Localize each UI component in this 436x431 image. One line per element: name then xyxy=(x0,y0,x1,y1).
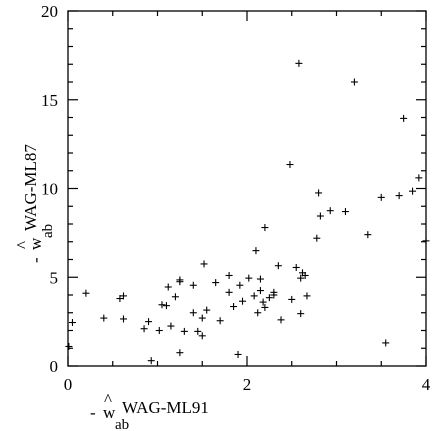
data-point xyxy=(230,303,238,311)
x-axis-label-accent: ^ xyxy=(104,390,112,409)
data-point xyxy=(422,237,430,245)
data-point xyxy=(82,289,90,297)
data-point xyxy=(288,295,296,303)
data-point xyxy=(216,317,224,325)
y-axis-label-prefix: - xyxy=(26,257,45,263)
y-tick-label: 20 xyxy=(41,2,58,21)
data-point xyxy=(200,260,208,268)
x-axis-label: - ^ w WAG-ML91 ab xyxy=(90,390,209,431)
data-point xyxy=(265,294,273,302)
x-axis-label-prefix: - xyxy=(90,403,96,422)
data-point xyxy=(415,174,423,182)
data-point xyxy=(189,281,197,289)
data-point xyxy=(100,314,108,322)
data-point xyxy=(295,59,303,67)
data-point xyxy=(274,262,282,270)
x-axis-label-symbol: w xyxy=(103,403,116,422)
x-tick-label: 2 xyxy=(243,375,252,394)
data-point xyxy=(377,193,385,201)
data-point xyxy=(326,207,334,215)
data-point xyxy=(297,310,305,318)
data-point xyxy=(395,192,403,200)
data-point xyxy=(164,283,172,291)
data-point xyxy=(297,274,305,282)
x-tick-label: 0 xyxy=(64,375,73,394)
data-point xyxy=(261,303,269,311)
data-point xyxy=(270,291,278,299)
data-point xyxy=(158,301,166,309)
x-axis-label-subscript: ab xyxy=(115,417,129,431)
data-point xyxy=(261,224,269,232)
y-axis-label-accent: ^ xyxy=(13,241,32,249)
y-axis-label-symbol: w xyxy=(26,237,45,250)
data-point xyxy=(409,187,417,195)
data-point xyxy=(212,279,220,287)
plot-frame xyxy=(67,10,427,367)
data-point xyxy=(167,322,175,330)
data-point xyxy=(236,281,244,289)
data-point xyxy=(180,327,188,335)
data-point xyxy=(252,247,260,255)
data-point xyxy=(254,309,262,317)
data-point xyxy=(176,278,184,286)
data-point xyxy=(145,318,153,326)
data-point xyxy=(225,271,233,279)
data-point xyxy=(364,231,372,239)
data-point xyxy=(341,208,349,216)
data-point xyxy=(292,263,300,271)
data-point xyxy=(194,327,202,335)
y-tick-label: 0 xyxy=(50,357,59,376)
data-point xyxy=(239,297,247,305)
data-point xyxy=(245,274,253,282)
data-point xyxy=(119,315,127,323)
data-point xyxy=(198,332,206,340)
data-point xyxy=(155,327,163,334)
data-point xyxy=(286,161,294,169)
data-point xyxy=(140,325,148,333)
data-point xyxy=(116,295,124,303)
data-points xyxy=(65,59,430,365)
data-point xyxy=(234,350,242,358)
y-tick-label: 5 xyxy=(50,268,59,287)
y-axis-label-subscript: ab xyxy=(40,224,56,238)
data-point xyxy=(382,339,390,347)
data-point xyxy=(176,349,184,357)
data-point xyxy=(315,189,323,197)
data-point xyxy=(316,212,324,220)
major-ticks xyxy=(67,10,427,367)
data-point xyxy=(256,287,264,295)
data-point xyxy=(277,316,285,324)
data-point xyxy=(301,271,309,279)
data-point xyxy=(313,234,321,242)
data-point xyxy=(400,114,408,122)
data-point xyxy=(225,288,233,296)
data-point xyxy=(68,319,76,327)
data-point xyxy=(350,78,358,86)
y-axis-label-superscript: WAG-ML87 xyxy=(21,144,40,231)
data-point xyxy=(303,292,311,300)
data-point xyxy=(256,275,264,283)
minor-ticks xyxy=(68,11,426,366)
data-point xyxy=(65,342,73,350)
data-point xyxy=(198,314,206,322)
y-tick-label: 10 xyxy=(41,180,58,199)
x-axis-label-superscript: WAG-ML91 xyxy=(122,398,209,417)
data-point xyxy=(259,298,267,306)
data-point xyxy=(119,292,127,300)
y-axis-label: - ^ w WAG-ML87 ab xyxy=(13,144,56,263)
data-point xyxy=(147,357,155,365)
x-tick-label: 4 xyxy=(422,375,431,394)
data-point xyxy=(162,302,170,310)
data-point xyxy=(203,306,211,314)
data-point xyxy=(171,293,179,301)
data-point xyxy=(189,309,197,317)
y-tick-label: 15 xyxy=(41,91,58,110)
data-point xyxy=(250,292,258,300)
tick-labels: 0 2 4 0 5 10 15 20 xyxy=(41,2,431,394)
